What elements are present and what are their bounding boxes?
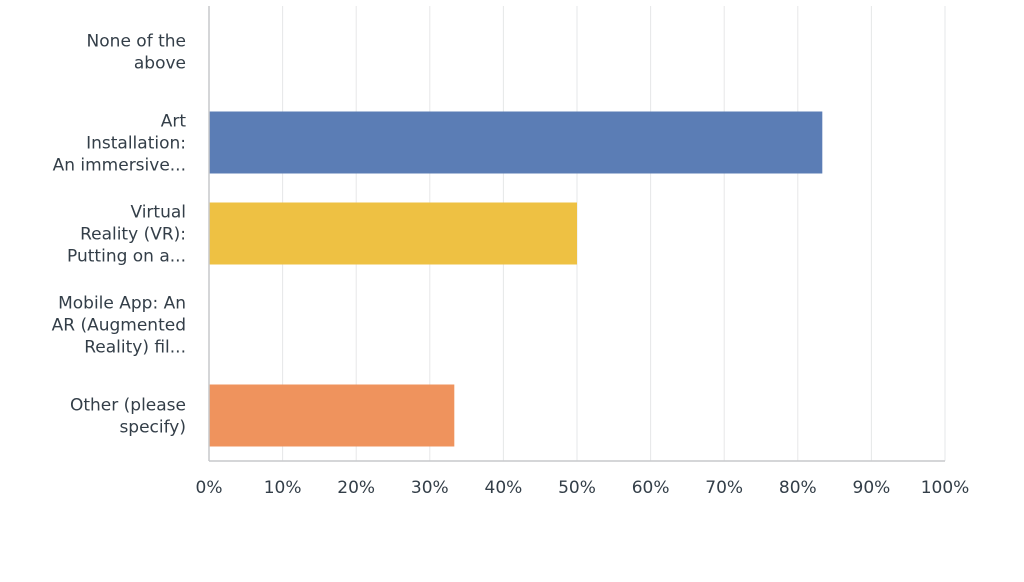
x-tick-label: 10%: [264, 478, 302, 498]
x-tick-label: 30%: [411, 478, 449, 498]
bar: [209, 202, 577, 265]
bar: [209, 111, 823, 174]
tick-labels: 0% 10% 20% 30% 40% 50% 60% 70% 80% 90% 100%: [196, 478, 970, 498]
x-tick-label: 50%: [558, 478, 596, 498]
category-label: above: [134, 54, 186, 74]
category-label: Other (please: [70, 396, 186, 416]
category-label: Mobile App: An: [58, 294, 186, 314]
x-tick-label: 70%: [705, 478, 743, 498]
bars: [209, 111, 823, 447]
x-tick-label: 60%: [632, 478, 670, 498]
x-tick-label: 40%: [485, 478, 523, 498]
x-tick-label: 100%: [921, 478, 970, 498]
category-label: None of the: [87, 32, 186, 52]
x-tick-label: 90%: [853, 478, 891, 498]
category-label: Reality (VR):: [80, 225, 186, 245]
x-tick-label: 0%: [196, 478, 223, 498]
x-tick-label: 80%: [779, 478, 817, 498]
category-label: An immersive...: [53, 156, 186, 176]
category-label: Installation:: [86, 134, 186, 154]
category-label: Reality) fil...: [84, 338, 186, 358]
category-label: AR (Augmented: [52, 316, 186, 336]
category-label: Putting on a...: [67, 247, 186, 267]
category-label: specify): [119, 418, 186, 438]
category-label: Virtual: [130, 203, 186, 223]
bar: [209, 384, 455, 447]
x-tick-label: 20%: [337, 478, 375, 498]
category-label: Art: [161, 112, 187, 132]
